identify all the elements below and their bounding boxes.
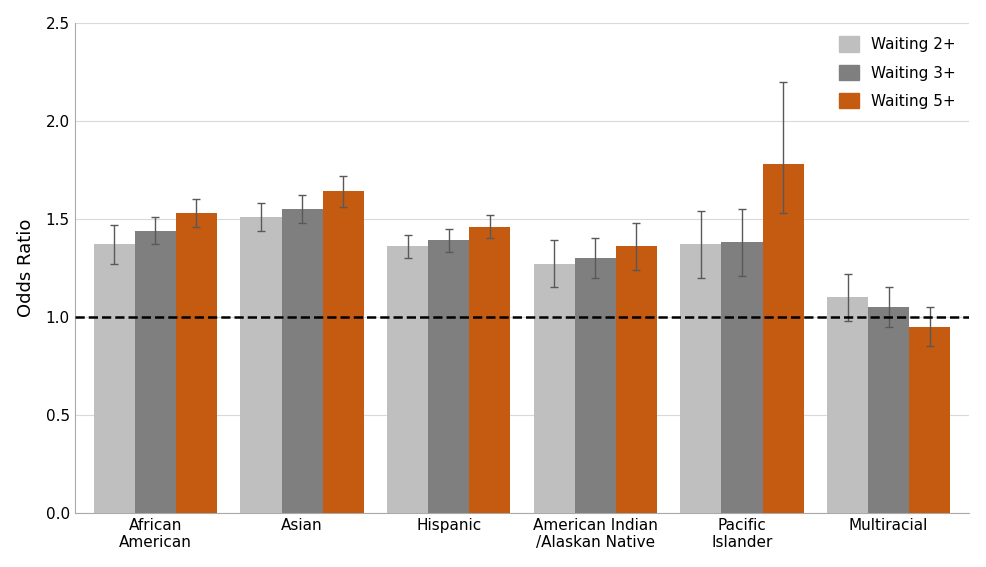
- Bar: [909, 327, 951, 513]
- Bar: [428, 240, 469, 513]
- Y-axis label: Odds Ratio: Odds Ratio: [17, 219, 35, 317]
- Bar: [176, 213, 217, 513]
- Legend: Waiting 2+, Waiting 3+, Waiting 5+: Waiting 2+, Waiting 3+, Waiting 5+: [832, 30, 961, 115]
- Bar: [533, 264, 575, 513]
- Bar: [868, 307, 909, 513]
- Bar: [241, 217, 282, 513]
- Bar: [135, 231, 176, 513]
- Bar: [680, 244, 722, 513]
- Bar: [469, 227, 511, 513]
- Bar: [722, 242, 762, 513]
- Bar: [616, 246, 657, 513]
- Bar: [762, 164, 804, 513]
- Bar: [94, 244, 135, 513]
- Bar: [282, 209, 322, 513]
- Bar: [322, 192, 364, 513]
- Bar: [827, 297, 868, 513]
- Bar: [575, 258, 616, 513]
- Bar: [387, 246, 428, 513]
